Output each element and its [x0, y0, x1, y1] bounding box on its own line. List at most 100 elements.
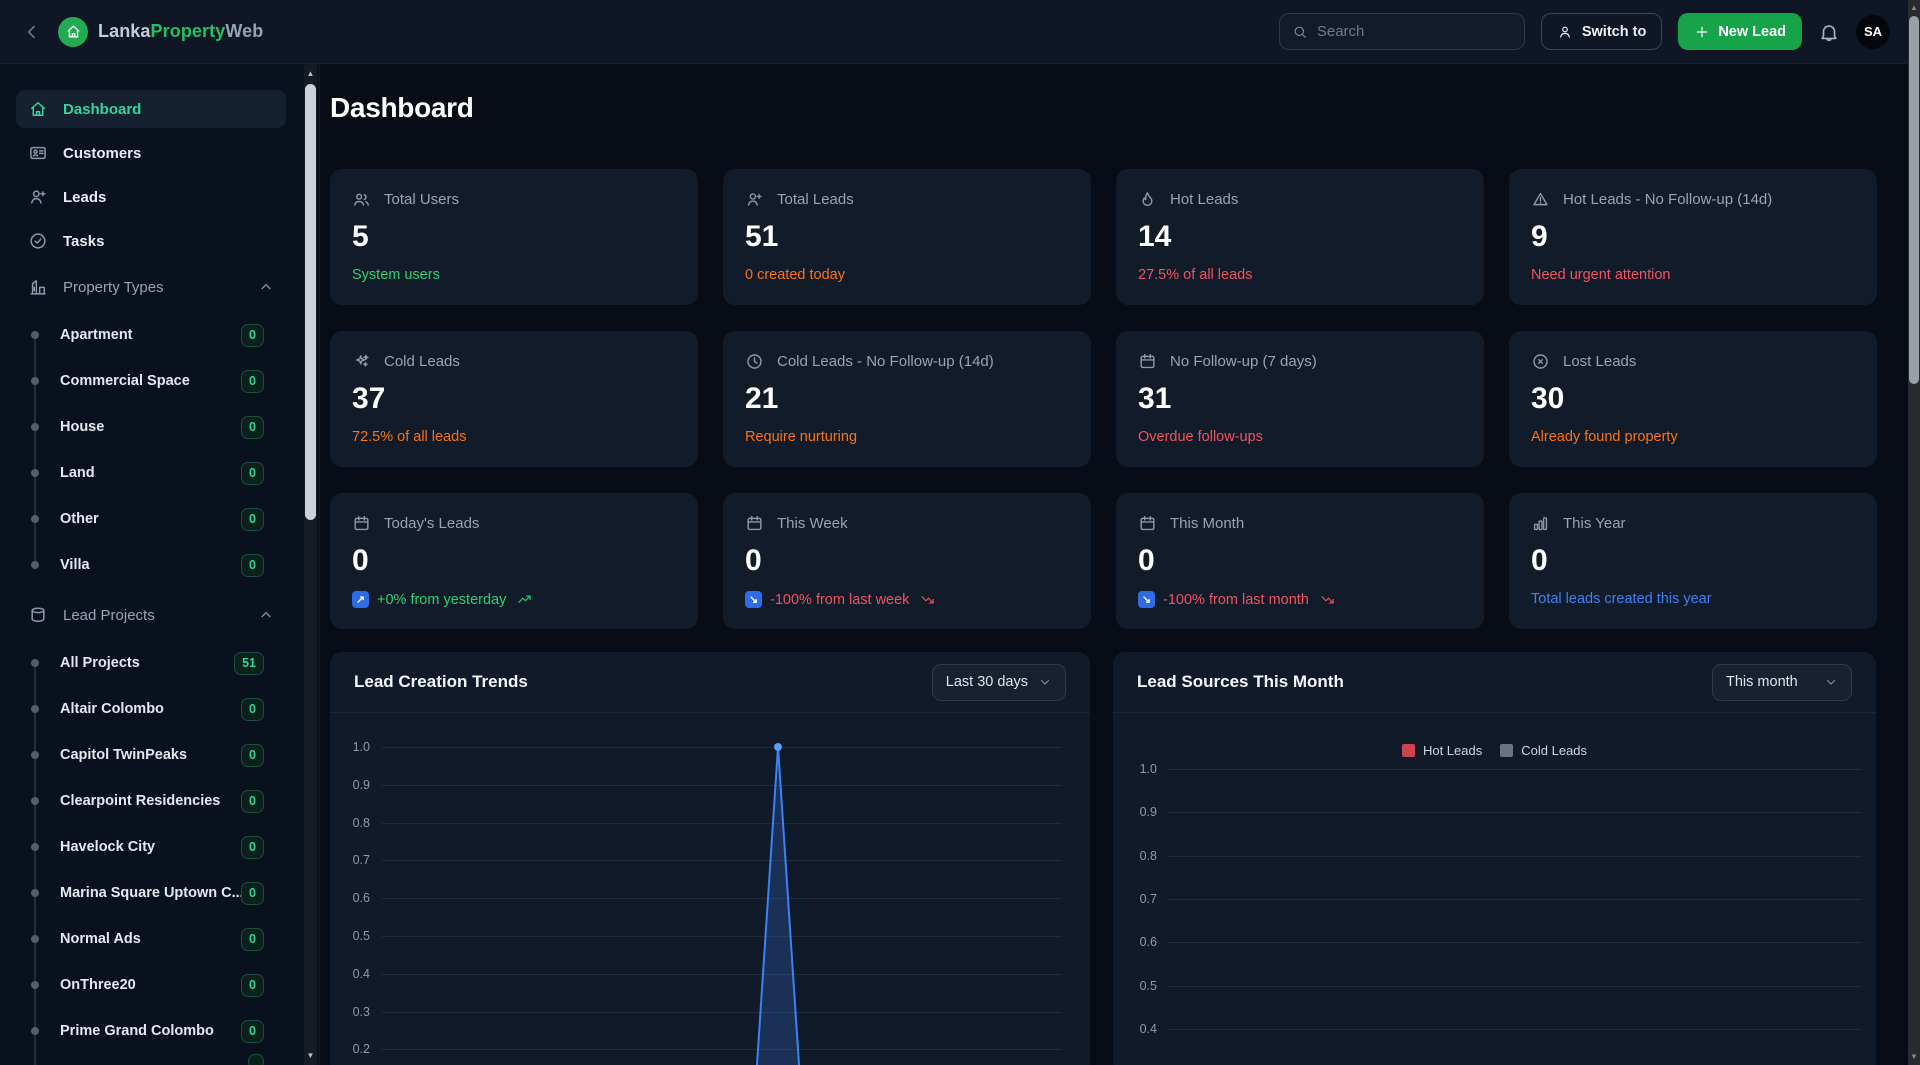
count-badge: 0: [241, 697, 264, 721]
y-tick-label: 0.5: [352, 929, 370, 943]
y-tick-label: 0.4: [1139, 1021, 1157, 1036]
gridline: [382, 898, 1062, 900]
new-lead-button[interactable]: New Lead: [1678, 13, 1802, 50]
chart-title: Lead Sources This Month: [1137, 672, 1344, 691]
sidebar-item-tasks[interactable]: Tasks: [16, 222, 286, 260]
calendar-icon: [352, 514, 371, 533]
stat-card-cold-leads: Cold Leads 37 72.5% of all leads: [330, 331, 698, 467]
tree-dot-icon: [31, 331, 39, 339]
scroll-up-arrow-icon[interactable]: ▲: [306, 69, 315, 78]
x-circle-icon: [1531, 352, 1550, 371]
sidebar-group-property-types[interactable]: Property Types: [16, 268, 286, 306]
y-tick-label: 0.9: [1139, 805, 1157, 820]
y-tick-label: 0.6: [1139, 935, 1157, 950]
lead-sources-panel: Lead Sources This Month This month 1.0 0.…: [1113, 652, 1876, 1065]
down-arrow-badge-icon: ↘: [1138, 591, 1155, 608]
trends-range-dropdown[interactable]: Last 30 days: [931, 663, 1066, 701]
logo-house-icon: [58, 16, 88, 47]
stat-subtitle: Require nurturing: [745, 429, 858, 445]
calendar-icon: [745, 514, 764, 533]
switch-to-button[interactable]: Switch to: [1540, 13, 1663, 50]
stat-card-hot-leads-no-follow-up-14d: Hot Leads - No Follow-up (14d) 9 Need urg…: [1509, 169, 1877, 305]
sidebar-item-apartment[interactable]: Apartment 0: [0, 312, 304, 358]
data-point-dot: [774, 743, 782, 751]
chevron-up-icon: [258, 279, 274, 295]
count-badge: 0: [241, 927, 264, 951]
sidebar-scrollbar-thumb[interactable]: [305, 84, 316, 520]
scroll-up-arrow-icon[interactable]: ▲: [1910, 3, 1918, 12]
sidebar-item-house[interactable]: House 0: [0, 404, 304, 450]
sparkles-icon: [352, 352, 371, 371]
main-scrollbar-thumb[interactable]: [1909, 16, 1919, 384]
sidebar-item-onthree20[interactable]: OnThree20 0: [0, 962, 304, 1008]
y-tick-label: 0.8: [352, 815, 370, 830]
y-tick-label: 0.6: [352, 891, 370, 906]
sidebar-item-prime-grand-colombo[interactable]: Prime Grand Colombo 0: [0, 1008, 304, 1054]
stat-header: This Year: [1531, 514, 1855, 533]
sidebar-item-villa[interactable]: Villa 0: [0, 542, 304, 588]
sources-range-select[interactable]: This month: [1712, 663, 1852, 701]
search-input[interactable]: [1316, 23, 1512, 40]
sidebar-item-capitol-twinpeaks[interactable]: Capitol TwinPeaks 0: [0, 732, 304, 778]
count-badge: 0: [241, 323, 264, 347]
stat-header: Cold Leads - No Follow-up (14d): [745, 352, 1069, 371]
scroll-down-arrow-icon[interactable]: ▼: [306, 1051, 315, 1060]
count-badge: 0: [241, 415, 264, 439]
sidebar-item-marina-square-uptown-c[interactable]: Marina Square Uptown C... 0: [0, 870, 304, 916]
gridline: [382, 973, 1062, 975]
bar-chart-icon: [1531, 514, 1550, 533]
y-tick-label: 0.7: [1139, 891, 1157, 906]
count-badge: 0: [241, 1019, 264, 1043]
sidebar-scrollbar[interactable]: ▲ ▼: [304, 64, 317, 1065]
sidebar-item-dashboard[interactable]: Dashboard: [16, 90, 286, 128]
stat-value: 31: [1138, 382, 1172, 415]
stat-subtitle: Need urgent attention: [1531, 267, 1671, 283]
notifications-bell-icon[interactable]: [1818, 21, 1840, 43]
count-badge: 0: [241, 553, 264, 577]
gridline: [382, 784, 1062, 786]
count-badge: 0: [241, 743, 264, 767]
sidebar-item-normal-ads[interactable]: Normal Ads 0: [0, 916, 304, 962]
gridline: [382, 1011, 1062, 1013]
stat-header: Total Leads: [745, 190, 1069, 209]
sidebar-item-land[interactable]: Land 0: [0, 450, 304, 496]
stat-header: Cold Leads: [352, 352, 676, 371]
sidebar-item-commercial-space[interactable]: Commercial Space 0: [0, 358, 304, 404]
page-title: Dashboard: [330, 92, 474, 123]
archive-icon: [28, 605, 48, 625]
down-arrow-badge-icon: ↘: [745, 591, 762, 608]
user-avatar[interactable]: SA: [1856, 14, 1890, 49]
gridline: [382, 747, 1062, 748]
y-tick-label: 0.5: [1139, 978, 1157, 993]
sidebar-nav: Dashboard Customers Leads Tasks Property Typ…: [0, 90, 304, 1065]
sidebar-item-all-projects[interactable]: All Projects 51: [0, 640, 304, 686]
stat-subtitle: ↘ -100% from last month: [1138, 591, 1462, 608]
tree-connector-line: [34, 663, 36, 1065]
tree-dot-icon: [31, 935, 39, 943]
sidebar-item-havelock-city[interactable]: Havelock City 0: [0, 824, 304, 870]
stat-value: 37: [352, 382, 386, 415]
y-tick-label: 0.7: [352, 853, 370, 868]
back-chevron-icon[interactable]: [22, 22, 42, 42]
stat-header: Hot Leads - No Follow-up (14d): [1531, 190, 1855, 209]
flame-icon: [1138, 190, 1157, 209]
sidebar-item-customers[interactable]: Customers: [16, 134, 286, 172]
sidebar-group-lead-projects[interactable]: Lead Projects: [16, 596, 286, 634]
stat-header: No Follow-up (7 days): [1138, 352, 1462, 371]
scroll-down-arrow-icon[interactable]: ▼: [1910, 1052, 1918, 1061]
navbar-actions: Switch to New Lead SA: [1278, 13, 1920, 50]
stat-header: Hot Leads: [1138, 190, 1462, 209]
tree-dot-icon: [31, 889, 39, 897]
sidebar-item-other[interactable]: Other 0: [0, 496, 304, 542]
sources-plot-area: 1.0 0.9 0.8 0.7 0.6 0.5 0.4 Hot Leads Cold Leads: [1113, 714, 1876, 1065]
stat-value: 14: [1138, 220, 1172, 253]
main-scrollbar[interactable]: ▲ ▼: [1908, 0, 1920, 1065]
chevron-down-icon: [1824, 675, 1838, 689]
sidebar-item-clearpoint-residencies[interactable]: Clearpoint Residencies 0: [0, 778, 304, 824]
sidebar-item-altair-colombo[interactable]: Altair Colombo 0: [0, 686, 304, 732]
sidebar-item-leads[interactable]: Leads: [16, 178, 286, 216]
tree-dot-icon: [31, 561, 39, 569]
app-logo[interactable]: LankaPropertyWeb: [58, 16, 263, 47]
stat-card-this-month: This Month 0 ↘ -100% from last month: [1116, 493, 1484, 629]
stat-subtitle: System users: [352, 267, 440, 283]
